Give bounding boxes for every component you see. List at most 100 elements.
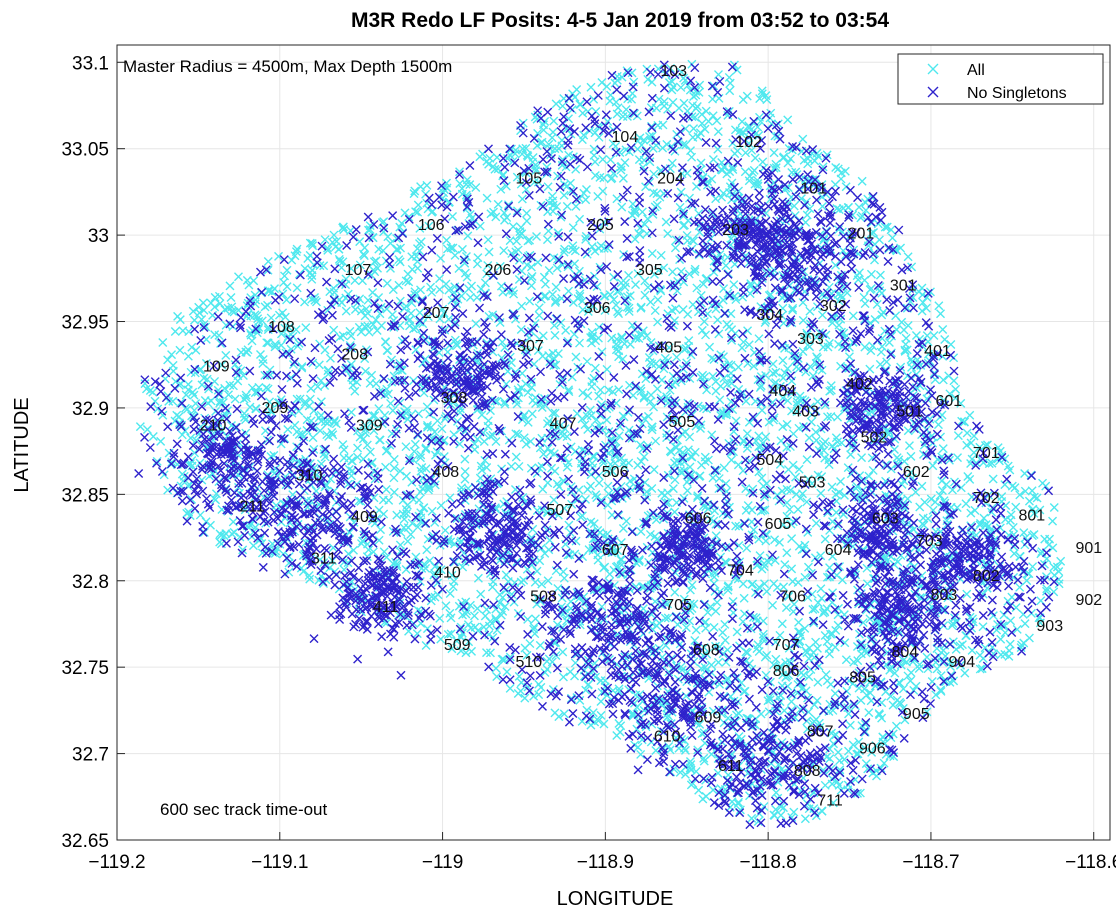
data-point — [360, 420, 370, 430]
data-point — [250, 388, 260, 398]
data-point — [598, 458, 608, 468]
data-point — [780, 560, 790, 570]
data-point — [413, 429, 423, 439]
data-point — [525, 639, 535, 649]
data-point — [668, 97, 678, 107]
data-point — [938, 444, 948, 454]
data-point — [173, 311, 183, 321]
data-point — [694, 785, 704, 795]
data-point — [826, 381, 836, 391]
data-point — [798, 297, 808, 307]
data-point — [448, 212, 458, 222]
data-point — [742, 429, 752, 439]
data-point — [245, 402, 255, 412]
data-point — [311, 486, 321, 496]
data-point — [349, 545, 358, 555]
data-point — [168, 360, 178, 370]
data-point — [140, 432, 150, 442]
data-point — [761, 432, 771, 442]
data-point — [878, 307, 888, 317]
data-point — [721, 261, 731, 271]
data-point — [476, 589, 486, 599]
data-point — [639, 452, 649, 462]
data-point — [708, 111, 718, 121]
data-point — [305, 268, 315, 278]
data-point — [451, 312, 461, 322]
data-point — [624, 425, 634, 435]
data-point — [634, 334, 644, 344]
data-point — [550, 298, 560, 307]
data-point — [782, 498, 792, 508]
data-point — [640, 276, 650, 286]
data-point — [672, 352, 682, 362]
data-point — [616, 165, 626, 175]
data-point — [732, 627, 742, 637]
data-point — [561, 325, 571, 335]
data-point — [864, 471, 874, 481]
data-point — [594, 391, 604, 401]
data-point — [488, 162, 498, 171]
data-point — [551, 296, 561, 306]
data-point — [597, 347, 607, 357]
data-point — [421, 641, 431, 651]
data-point — [865, 688, 875, 698]
data-point — [711, 138, 721, 148]
data-point — [421, 444, 431, 454]
data-point — [996, 650, 1006, 660]
data-point — [787, 564, 797, 574]
data-point — [617, 569, 627, 579]
data-point — [278, 289, 288, 299]
data-point — [685, 585, 695, 595]
data-point — [996, 634, 1006, 644]
data-point — [660, 613, 670, 623]
data-point — [875, 359, 885, 369]
data-point — [505, 683, 515, 693]
data-point — [780, 368, 790, 378]
data-point — [554, 712, 564, 722]
data-point — [738, 329, 748, 339]
data-point — [819, 445, 829, 455]
data-point — [685, 616, 695, 626]
data-point — [630, 234, 640, 244]
data-point — [475, 221, 485, 231]
data-point — [755, 551, 765, 561]
data-point — [723, 581, 733, 591]
data-point — [384, 495, 394, 505]
data-point — [720, 619, 730, 629]
data-point — [683, 216, 693, 226]
data-point — [955, 660, 965, 670]
data-point — [724, 808, 734, 818]
data-point — [523, 236, 533, 246]
data-point — [437, 424, 447, 434]
data-point — [473, 573, 483, 583]
data-point — [395, 296, 405, 306]
data-point — [906, 451, 916, 461]
data-point — [726, 455, 736, 465]
data-point — [982, 440, 992, 450]
data-point — [1008, 522, 1018, 532]
data-point — [220, 304, 230, 314]
data-point — [206, 298, 216, 308]
data-point — [708, 473, 718, 483]
data-point — [537, 622, 547, 632]
data-point — [827, 441, 837, 451]
data-point — [338, 440, 348, 450]
data-point — [432, 535, 442, 545]
data-point — [810, 604, 820, 614]
data-point — [527, 409, 537, 419]
data-point — [651, 359, 661, 369]
data-point — [1024, 633, 1034, 643]
data-point — [938, 351, 948, 361]
data-point — [670, 475, 680, 485]
data-point — [1022, 576, 1032, 586]
data-point — [558, 374, 568, 384]
data-point — [636, 302, 646, 312]
data-point — [583, 485, 593, 495]
data-point — [853, 193, 863, 203]
data-point — [828, 517, 838, 527]
data-point — [376, 525, 386, 535]
data-point — [586, 82, 596, 92]
data-point — [387, 310, 397, 320]
data-point — [965, 474, 975, 484]
data-point — [501, 570, 511, 580]
